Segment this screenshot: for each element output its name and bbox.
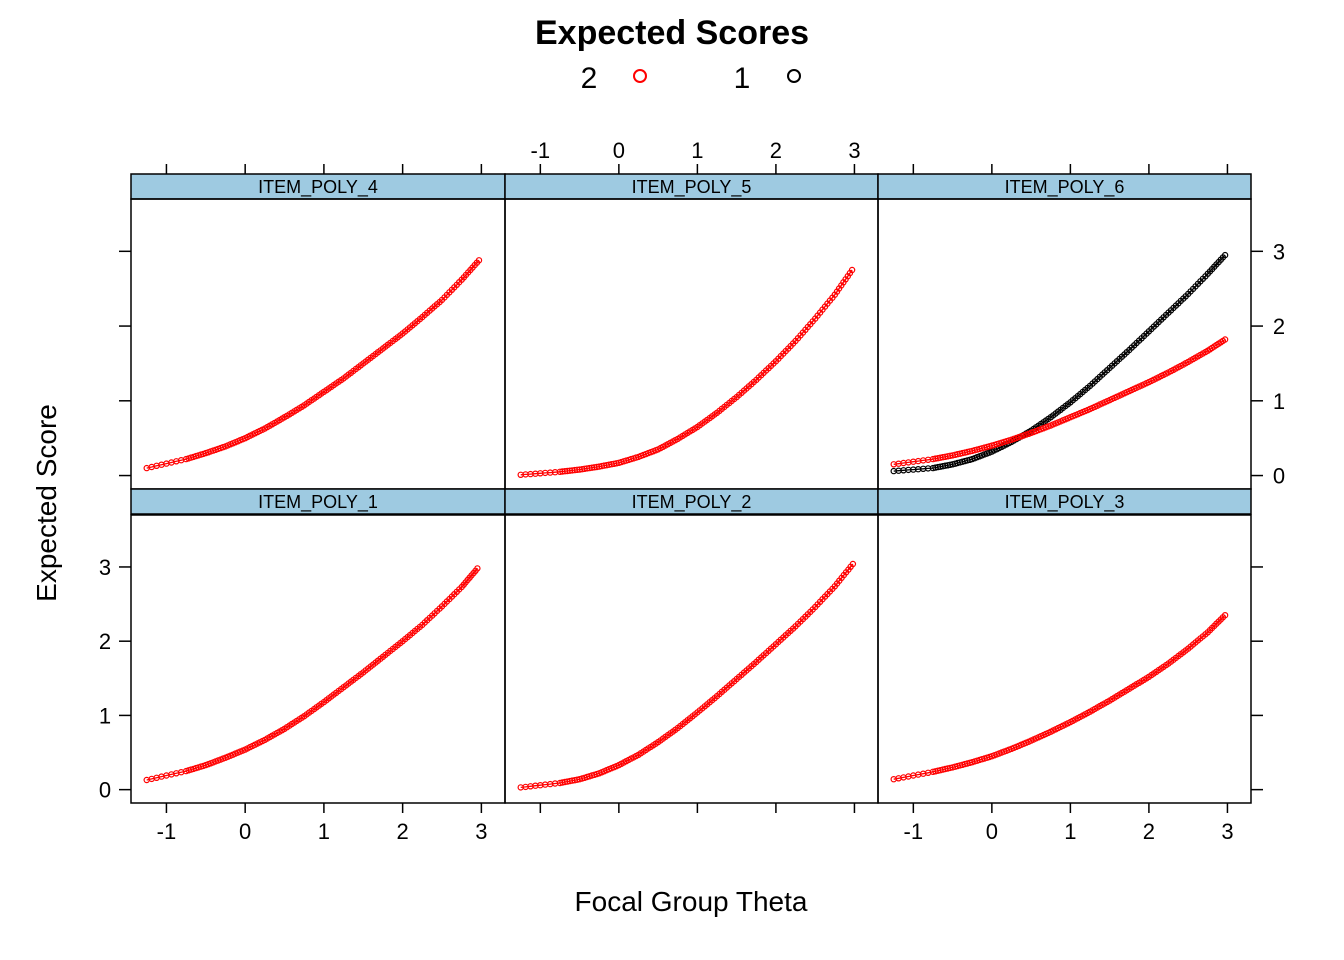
series-line-group-1 <box>893 254 1226 472</box>
x-tick-label: 2 <box>397 819 409 844</box>
chart-title: Expected Scores <box>535 14 809 52</box>
panel-strip <box>130 173 506 200</box>
series-line-group-2 <box>520 563 854 789</box>
x-tick-label: 1 <box>318 819 330 844</box>
legend-marker-2 <box>633 69 647 83</box>
x-tick-label: 3 <box>1221 819 1233 844</box>
y-tick-label: 2 <box>1273 314 1285 339</box>
axes: -1 0 1 2 3 -1 0 1 2 3 -1 0 1 2 3 0 1 2 3 0 1 2 3 <box>99 138 1285 844</box>
panel-frame <box>130 198 506 490</box>
legend-marker-1 <box>787 69 801 83</box>
data-point <box>1221 612 1229 619</box>
y-tick-label: 0 <box>99 778 111 803</box>
panel-strip <box>877 173 1252 200</box>
panel-strip <box>877 488 1252 515</box>
x-tick-label: 2 <box>770 138 782 163</box>
x-tick-label: 3 <box>475 819 487 844</box>
panel-strip <box>504 173 879 200</box>
x-tick-label: 1 <box>691 138 703 163</box>
panel-frame <box>877 514 1252 804</box>
legend: 2 1 <box>581 62 801 95</box>
panel-strip-label: ITEM_POLY_3 <box>1005 492 1125 513</box>
panel-strip-label: ITEM_POLY_5 <box>632 177 752 198</box>
x-tick-label: -1 <box>904 819 924 844</box>
series-line-group-2 <box>893 614 1226 780</box>
panel-item-poly-2: ITEM_POLY_2 <box>504 488 879 804</box>
series-line-group-2 <box>893 338 1226 465</box>
x-tick-label: 0 <box>986 819 998 844</box>
data-point <box>849 560 857 568</box>
panel-strip-label: ITEM_POLY_6 <box>1005 177 1125 198</box>
panel-strip-label: ITEM_POLY_4 <box>258 177 378 198</box>
panel-item-poly-1: ITEM_POLY_1 <box>130 488 506 804</box>
legend-label-1: 1 <box>734 62 751 95</box>
x-tick-label: 3 <box>848 138 860 163</box>
panel-item-poly-3: ITEM_POLY_3 <box>877 488 1252 804</box>
data-point <box>1221 251 1229 259</box>
series-line-group-2 <box>146 259 480 469</box>
panel-grid: ITEM_POLY_4 ITEM_POLY_5 ITEM_POLY_6 ITEM_PO… <box>130 173 1252 804</box>
y-tick-label: 1 <box>1273 389 1285 414</box>
data-point <box>1221 336 1229 343</box>
x-tick-label: 0 <box>239 819 251 844</box>
panel-frame <box>130 514 506 804</box>
panel-frame <box>504 514 879 804</box>
panel-item-poly-6: ITEM_POLY_6 <box>877 173 1252 490</box>
y-tick-label: 3 <box>1273 239 1285 264</box>
y-tick-label: 0 <box>1273 464 1285 489</box>
panel-item-poly-4: ITEM_POLY_4 <box>130 173 506 490</box>
panel-frame <box>504 198 879 490</box>
x-tick-label: -1 <box>531 138 551 163</box>
y-tick-label: 2 <box>99 629 111 654</box>
data-point <box>848 266 856 274</box>
x-tick-label: 2 <box>1143 819 1155 844</box>
series-line-group-2 <box>146 567 478 781</box>
data-point <box>475 257 483 264</box>
y-axis-title: Expected Score <box>31 404 62 602</box>
x-tick-label: -1 <box>157 819 177 844</box>
panel-frame <box>877 198 1252 490</box>
y-tick-label: 1 <box>99 703 111 728</box>
panel-strip <box>130 488 506 515</box>
panel-strip <box>504 488 879 515</box>
x-axis-title: Focal Group Theta <box>575 886 808 917</box>
x-tick-label: 1 <box>1064 819 1076 844</box>
series-line-group-2 <box>520 269 853 476</box>
y-tick-label: 3 <box>99 555 111 580</box>
panel-item-poly-5: ITEM_POLY_5 <box>504 173 879 490</box>
panel-strip-label: ITEM_POLY_1 <box>258 492 378 513</box>
data-point <box>474 565 481 572</box>
panel-strip-label: ITEM_POLY_2 <box>632 492 752 513</box>
legend-label-2: 2 <box>581 62 598 95</box>
x-tick-label: 0 <box>613 138 625 163</box>
